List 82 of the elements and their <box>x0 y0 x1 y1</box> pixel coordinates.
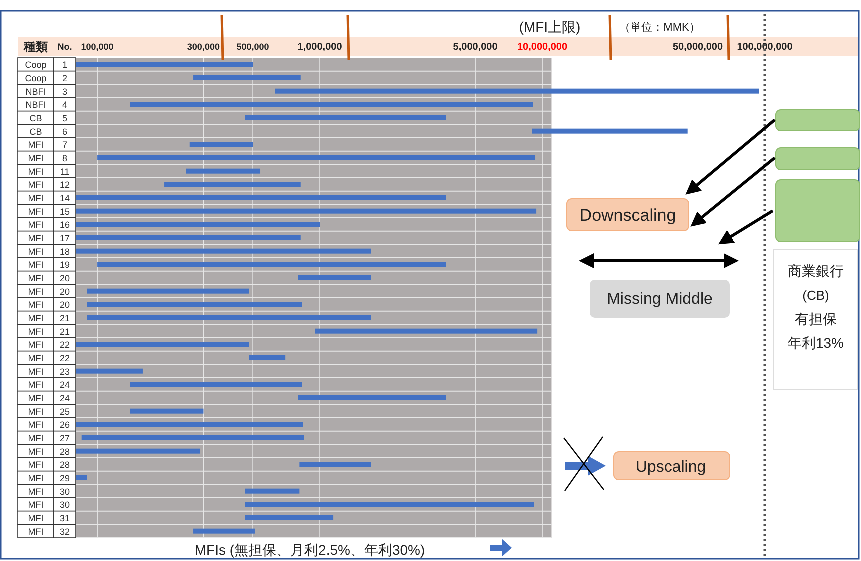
category-label: Coop 2 <box>25 74 68 84</box>
category-label: MFI 24 <box>28 394 70 404</box>
category-label: MFI 24 <box>28 380 70 390</box>
category-label: CB 5 <box>30 114 68 124</box>
x-tick-label: 10,000,000 <box>517 42 568 53</box>
category-label: Coop 1 <box>25 60 68 70</box>
category-label: MFI 14 <box>28 194 70 204</box>
category-label: MFI 7 <box>28 140 68 150</box>
bar <box>76 476 88 480</box>
category-label: MFI 17 <box>28 234 70 244</box>
category-label: MFI 32 <box>28 526 70 537</box>
category-label: MFI 21 <box>28 314 70 324</box>
bar <box>298 276 372 280</box>
bar <box>130 382 302 388</box>
bar <box>194 528 255 534</box>
x-tick-label: 500,000 <box>236 42 270 52</box>
x-tick-label: 100,000,000 <box>737 42 794 53</box>
bar <box>98 156 536 160</box>
category-label: MFI 22 <box>28 354 70 364</box>
category-label: MFI 8 <box>28 154 68 164</box>
x-tick-label: 100,000 <box>81 42 114 52</box>
category-label: MFI 28 <box>28 460 70 470</box>
bar <box>315 328 538 334</box>
bar <box>130 102 534 108</box>
text: 種類 <box>23 40 48 54</box>
bar <box>130 408 204 414</box>
annotation: Downscaling <box>580 206 676 225</box>
bar <box>275 88 760 94</box>
category-label: MFI 21 <box>28 326 70 337</box>
bar <box>532 128 688 134</box>
x-tick-label: 50,000,000 <box>672 42 724 53</box>
text: 有担保 <box>795 311 837 327</box>
bar <box>82 436 304 440</box>
text: 商業銀行 <box>788 263 844 279</box>
category-label: MFI 20 <box>28 300 70 310</box>
category-label: NBFI 3 <box>26 86 68 97</box>
category-label: MFI 20 <box>28 274 70 284</box>
bar <box>164 182 301 188</box>
text: (CB) <box>802 288 830 303</box>
x-tick-label: 300,000 <box>187 42 220 52</box>
category-label: MFI 25 <box>28 406 70 417</box>
annotation: Missing Middle <box>607 291 714 308</box>
bar <box>190 142 254 148</box>
x-tick-label: 1,000,000 <box>298 42 343 53</box>
bar <box>87 302 302 308</box>
annotation: Upscaling <box>636 459 706 476</box>
category-label: MFI 15 <box>28 206 70 217</box>
category-label: MFI 20 <box>28 286 70 297</box>
bar <box>245 516 334 520</box>
category-label: MFI 11 <box>28 166 70 177</box>
category-label: MFI 12 <box>28 180 70 190</box>
category-label: MFI 26 <box>28 420 70 430</box>
category-label: NBFI 4 <box>26 100 68 110</box>
bar <box>245 488 300 494</box>
category-label: MFI 28 <box>28 446 70 457</box>
x-tick-label: 5,000,000 <box>453 42 498 53</box>
category-label: CB 6 <box>30 126 68 137</box>
category-label: MFI 27 <box>28 434 70 444</box>
category-label: MFI 16 <box>28 220 70 230</box>
bar <box>298 396 446 400</box>
category-label: MFI 22 <box>28 340 70 350</box>
text: （単位：MMK） <box>620 22 700 34</box>
bar <box>194 76 301 80</box>
bar <box>249 356 286 360</box>
text: No. <box>58 42 72 52</box>
bar <box>300 462 372 468</box>
bar <box>245 502 534 508</box>
bar <box>186 168 261 174</box>
category-label: MFI 30 <box>28 500 70 510</box>
text: MFIs (無担保、月利2.5%、年利30%) <box>194 542 426 558</box>
category-label: MFI 18 <box>28 246 70 257</box>
category-label: MFI 30 <box>28 486 70 497</box>
category-label: MFI 29 <box>28 474 70 484</box>
category-label: MFI 19 <box>28 260 70 270</box>
bar <box>87 316 372 320</box>
bar <box>245 116 446 120</box>
bar <box>87 288 250 294</box>
text: (MFI上限) <box>519 19 581 35</box>
category-label: MFI 31 <box>28 514 70 524</box>
bar <box>98 262 446 268</box>
text: 年利13% <box>788 335 844 351</box>
category-label: MFI 23 <box>28 366 70 377</box>
